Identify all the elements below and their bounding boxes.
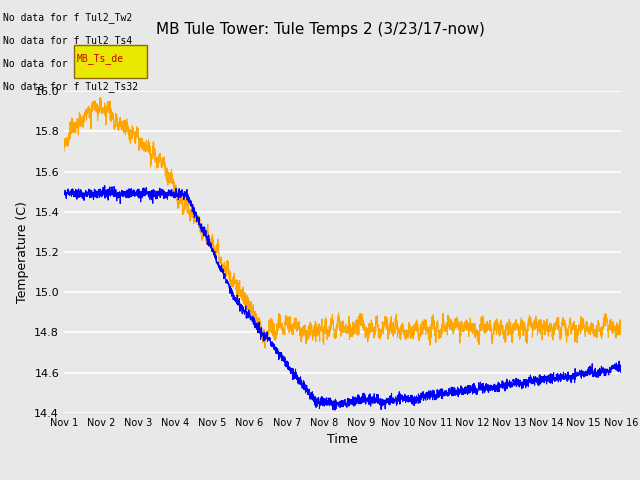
Y-axis label: Temperature (C): Temperature (C) <box>16 201 29 303</box>
Text: No data for f Tul2_Ts4: No data for f Tul2_Ts4 <box>3 35 132 46</box>
Text: MB_Ts_de: MB_Ts_de <box>77 53 124 64</box>
Text: No data for f Tul2_Ts16: No data for f Tul2_Ts16 <box>3 58 138 69</box>
X-axis label: Time: Time <box>327 433 358 446</box>
Text: No data for f Tul2_Ts32: No data for f Tul2_Ts32 <box>3 81 138 92</box>
Text: MB Tule Tower: Tule Temps 2 (3/23/17-now): MB Tule Tower: Tule Temps 2 (3/23/17-now… <box>156 22 484 36</box>
Text: No data for f Tul2_Tw2: No data for f Tul2_Tw2 <box>3 12 132 23</box>
Legend: Tul2_Ts-2, Tul2_Ts-8: Tul2_Ts-2, Tul2_Ts-8 <box>234 477 451 480</box>
